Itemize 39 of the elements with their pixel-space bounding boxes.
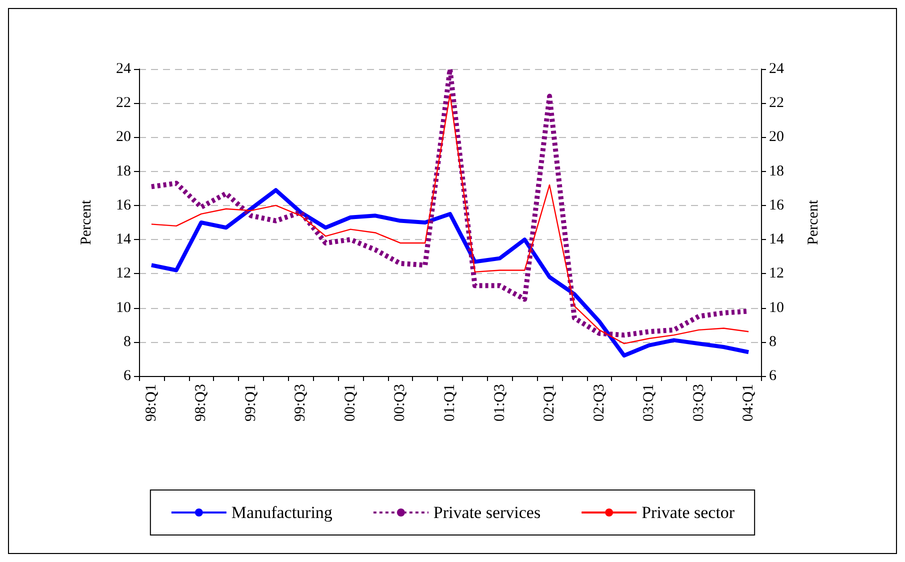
y2-tick-label: 20	[769, 129, 784, 146]
y2-tick-label: 14	[769, 232, 784, 248]
x-tick-label: 98:Q3	[193, 384, 210, 422]
y2-tick-label: 16	[769, 197, 784, 214]
y2-tick-label: 18	[769, 163, 784, 180]
y2-tick-label: 10	[769, 300, 784, 316]
y-tick-label: 18	[116, 163, 131, 180]
line-series	[149, 188, 751, 358]
legend-label: Private sector	[642, 503, 735, 522]
x-tick-label: 02:Q1	[542, 384, 558, 422]
y-tick-label: 16	[116, 197, 132, 214]
y2-tick-label: 6	[769, 368, 777, 384]
y2-tick-label: 12	[769, 266, 784, 282]
y-tick-label: 14	[116, 232, 132, 248]
y2-axis-title: Percent	[806, 199, 822, 245]
y-axis-title: Percent	[78, 199, 94, 245]
y-tick-label: 20	[116, 129, 131, 146]
x-tick-label: 98:Q1	[143, 384, 160, 422]
x-tick-label: 04:Q1	[740, 384, 757, 422]
y2-tick-label: 24	[769, 61, 784, 77]
x-tick-label: 99:Q1	[242, 384, 259, 422]
y-tick-label: 8	[124, 334, 131, 350]
x-tick-label: 01:Q3	[492, 384, 508, 422]
y-tick-label: 6	[124, 368, 132, 384]
y-tick-label: 24	[116, 61, 132, 77]
x-tick-label: 99:Q3	[292, 384, 309, 422]
y-tick-label: 22	[116, 95, 131, 112]
y-tick-label: 12	[116, 266, 131, 282]
legend-label: Private services	[433, 503, 541, 522]
x-tick-label: 03:Q3	[690, 384, 707, 422]
x-tick-label: 00:Q3	[392, 384, 408, 422]
y2-tick-label: 8	[769, 334, 776, 350]
x-tick-label: 01:Q1	[442, 384, 458, 422]
y2-tick-label: 22	[769, 95, 784, 112]
x-tick-label: 00:Q1	[342, 384, 358, 422]
legend-label: Manufacturing	[231, 503, 333, 522]
x-tick-label: 02:Q3	[591, 384, 608, 422]
x-tick-label: 03:Q1	[641, 384, 658, 422]
y-tick-label: 10	[116, 300, 131, 316]
